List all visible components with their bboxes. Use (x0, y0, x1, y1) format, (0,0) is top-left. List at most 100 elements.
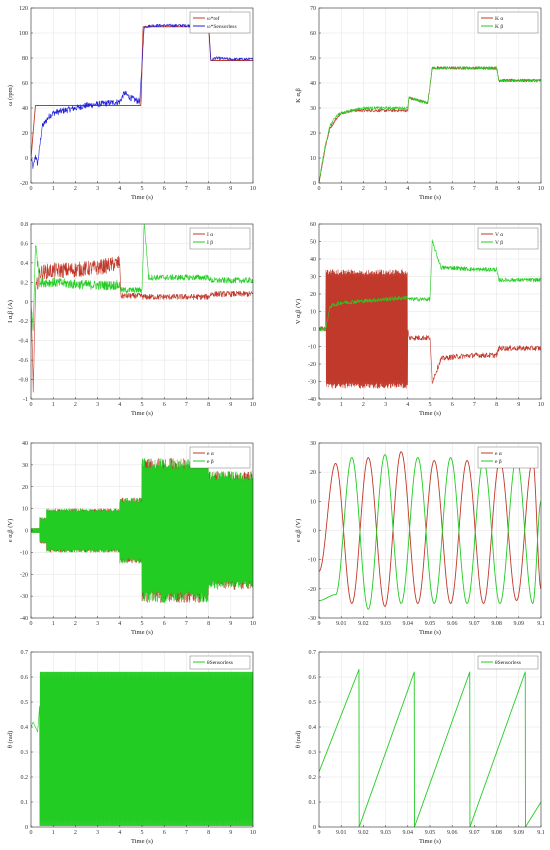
series-group (319, 66, 541, 183)
legend-box (189, 446, 251, 469)
x-tick-label: 9.01 (336, 621, 347, 627)
legend-label: I β (207, 240, 213, 246)
legend-label: K α (495, 16, 503, 22)
y-tick-label: 10 (22, 507, 28, 513)
x-tick-label: 2 (362, 402, 365, 408)
x-tick-label: 5 (141, 621, 144, 627)
legend-box (189, 11, 251, 34)
x-tick-label: 7 (185, 830, 188, 836)
x-tick-label: 5 (429, 186, 432, 192)
x-tick-label: 4 (118, 402, 121, 408)
chart-angle: 0 1 2 3 4 5 6 7 8 9 10 0 0.1 0.2 0.3 0.4 0.5 0.6 0.7 Time (… (7, 650, 256, 845)
y-tick-label: 40 (22, 106, 28, 112)
series-group (31, 224, 253, 393)
legend-box (477, 655, 539, 670)
y-axis-label: e α,β (V) (7, 519, 14, 543)
legend-label: e α (207, 451, 214, 457)
x-tick-label: 10 (250, 186, 256, 192)
x-tick-label: 10 (538, 186, 544, 192)
y-tick-label: -20 (20, 181, 28, 187)
y-tick-label: -30 (308, 380, 316, 386)
x-tick-label: 2 (74, 830, 77, 836)
y-tick-label: 50 (310, 56, 316, 62)
series-line-1 (31, 671, 253, 827)
x-tick-label: 9.03 (380, 621, 391, 627)
x-tick-label: 6 (451, 186, 454, 192)
x-tick-label: 9.1 (537, 830, 545, 836)
x-tick-label: 2 (362, 186, 365, 192)
y-tick-label: 60 (310, 31, 316, 37)
x-tick-label: 6 (451, 402, 454, 408)
y-tick-label: 40 (310, 81, 316, 87)
y-tick-label: -20 (20, 572, 28, 578)
x-tick-label: 9.06 (447, 621, 458, 627)
x-tick-label: 0 (30, 186, 33, 192)
series-line-2 (31, 458, 253, 603)
y-tick-label: 40 (310, 257, 316, 263)
x-tick-label: 8 (495, 402, 498, 408)
y-tick-label: 30 (310, 441, 316, 447)
chart-gain: 0 1 2 3 4 5 6 7 8 9 10 0 10 20 30 40 50 60 70 Time (s) K α,β… (295, 6, 544, 201)
y-tick-label: 0.7 (309, 650, 317, 656)
legend-box (477, 11, 539, 34)
series-line-2 (319, 239, 541, 332)
legend-label: V β (495, 240, 503, 246)
y-tick-label: 0 (313, 327, 316, 333)
x-tick-label: 9.06 (447, 830, 458, 836)
x-tick-label: 9.07 (469, 830, 480, 836)
legend: ω*ref ω*Sensorless (189, 11, 251, 34)
x-tick-label: 8 (207, 830, 210, 836)
y-tick-label: -10 (20, 550, 28, 556)
series-line-1 (319, 669, 541, 827)
x-tick-label: 9.05 (425, 830, 436, 836)
x-tick-label: 9 (229, 830, 232, 836)
series-line-1 (319, 451, 541, 607)
y-tick-label: 10 (310, 310, 316, 316)
y-tick-label: 10 (310, 156, 316, 162)
x-tick-label: 4 (118, 186, 121, 192)
x-tick-label: 9.09 (514, 621, 525, 627)
y-tick-label: 0.2 (309, 775, 317, 781)
x-tick-label: 9.08 (491, 830, 502, 836)
x-axis-label: Time (s) (419, 194, 441, 201)
y-tick-label: 20 (310, 292, 316, 298)
x-tick-label: 1 (52, 621, 55, 627)
x-tick-label: 4 (406, 402, 409, 408)
x-tick-label: 3 (96, 830, 99, 836)
y-axis-label: e α,β (V) (295, 519, 302, 543)
y-axis-label: V α,β (V) (295, 299, 302, 324)
x-tick-label: 9 (229, 186, 232, 192)
x-axis-label: Time (s) (419, 629, 441, 636)
series-group (31, 458, 253, 603)
legend: e α e β (189, 446, 251, 469)
series-group (319, 669, 541, 827)
y-tick-label: 0 (25, 300, 28, 306)
x-tick-label: 0 (318, 402, 321, 408)
x-tick-label: 9 (517, 402, 520, 408)
legend-label: e α (495, 451, 502, 457)
x-tick-label: 3 (96, 621, 99, 627)
x-tick-label: 9.01 (336, 830, 347, 836)
legend-label: e β (495, 459, 502, 465)
x-axis-label: Time (s) (419, 838, 441, 845)
y-tick-label: 0.4 (21, 261, 29, 267)
x-tick-label: 0 (318, 186, 321, 192)
y-tick-label: -0.8 (19, 378, 29, 384)
series-line-2 (319, 66, 541, 183)
legend-label: V α (495, 232, 503, 238)
chart-emf-zoom: 9 9.01 9.02 9.03 9.04 9.05 9.06 9.07 9.08 9.09 9.1… (295, 441, 545, 636)
x-tick-label: 9.02 (358, 621, 369, 627)
x-tick-label: 7 (185, 402, 188, 408)
y-tick-label: 0.8 (21, 222, 29, 228)
x-tick-label: 7 (185, 186, 188, 192)
x-tick-label: 4 (118, 621, 121, 627)
x-tick-label: 6 (163, 621, 166, 627)
y-tick-label: -20 (308, 587, 316, 593)
series-group (31, 23, 253, 169)
x-tick-label: 5 (141, 402, 144, 408)
legend: V α V β (477, 227, 539, 250)
x-tick-label: 1 (52, 830, 55, 836)
y-tick-label: -0.6 (19, 358, 29, 364)
legend: K α K β (477, 11, 539, 34)
chart-emf: 0 1 2 3 4 5 6 7 8 9 10 -40 -30 -20 -10 0 10 20 30 40 Time (s… (7, 441, 256, 636)
